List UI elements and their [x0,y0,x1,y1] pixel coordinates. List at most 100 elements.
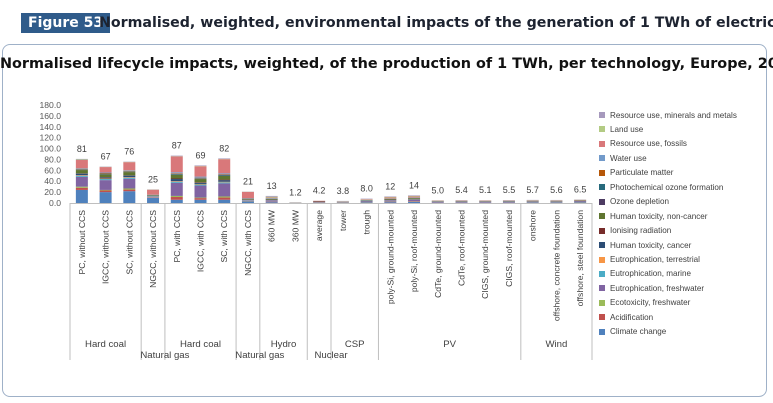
group-label: Natural gas [140,350,189,361]
bar-segment [218,197,231,200]
bars [70,155,592,204]
legend-label: Eutrophication, freshwater [610,283,705,293]
bar-segment [170,172,183,174]
bar-segment [75,186,88,188]
bar-segment [218,196,231,198]
bar-segment [170,197,183,200]
legend-label: Human toxicity, cancer [610,240,692,250]
legend-swatch [599,242,605,249]
bar-segment [384,200,397,202]
bar-segment [194,178,207,179]
y-tick-label: 140.0 [39,122,61,132]
bar-segment [384,197,397,199]
total-label: 5.0 [432,185,445,195]
total-label: 69 [195,150,205,160]
category-label: onshore [528,210,538,241]
total-label: 21 [243,177,253,187]
bar-segment [75,170,88,174]
bar-segment [123,170,136,171]
bar-segment [218,181,231,183]
legend-label: Human toxicity, non-cancer [610,211,708,221]
y-tick-label: 100.0 [39,144,61,154]
legend-item: Ionising radiation [599,225,671,237]
y-tick-label: 0.0 [49,198,61,208]
legend-swatch [599,299,605,306]
legend-swatch [599,169,605,176]
legend-swatch [599,270,605,277]
category-label: trough [362,210,372,235]
bar-segment [170,179,183,182]
legend-swatch [599,140,605,147]
total-label: 82 [219,143,229,153]
bar-segment [408,198,421,199]
category-label: offshore, concrete foundation [551,210,561,321]
category-label: NGCC, without CCS [148,210,158,288]
bar-segment [241,201,254,203]
bar-segment [99,189,112,191]
y-tick-label: 60.0 [44,165,61,175]
bar-segment [170,156,183,173]
bar-segment [218,175,231,180]
category-label: 660 MW [267,209,277,242]
total-label: 81 [77,144,87,154]
bar-segment [170,182,183,196]
category-label: CIGS, ground-mounted [480,210,490,299]
bar-segment [194,184,207,186]
bar-segment [360,201,373,203]
bar-segment [75,168,88,169]
bar-segment [574,201,587,203]
y-tick-label: 40.0 [44,176,61,186]
bar-segment [408,201,421,203]
bar-segment [241,198,254,200]
group-label: PV [443,339,456,350]
bar-segment [75,159,88,169]
bar-segment [265,197,278,199]
bar-segment [99,192,112,203]
y-tick-label: 180.0 [39,100,61,110]
bar-segment [218,199,231,203]
bar-segment [170,178,183,180]
bar-segment [75,187,88,190]
bar-segment [218,180,231,182]
legend-swatch [599,155,605,162]
bar-segment [194,198,207,200]
bar-segment [147,196,160,198]
total-label: 5.1 [479,185,492,195]
bar-segment [99,177,112,179]
bar-segment [170,174,183,179]
bar-segment [194,182,207,183]
bar-segment [194,166,207,177]
legend-swatch [599,256,605,263]
legend-item: Water use [599,152,647,164]
bar-segment [147,195,160,196]
legend-label: Particulate matter [610,168,674,178]
category-label: 360 MW [290,209,300,242]
total-label: 8.0 [360,184,373,194]
y-axis: 180.0160.0140.0120.0100.080.060.040.020.… [39,100,61,208]
bar-segment [218,159,231,174]
bar-segment [194,176,207,178]
bar-segment [218,173,231,175]
group-label: Hydro [271,339,297,350]
legend-label: Resource use, minerals and metals [610,110,737,120]
bar-segment [194,199,207,203]
group-label: Natural gas [235,350,284,361]
legend-label: Climate change [610,327,667,337]
bar-segment [75,158,88,160]
chart-title: Normalised lifecycle impacts, weighted, … [0,56,773,72]
legend-item: Ozone depletion [599,196,669,208]
bar-segment [455,201,468,203]
legend-item: Photochemical ozone formation [599,181,723,193]
figure-header: Figure 53 Normalised, weighted, environm… [0,0,773,36]
legend-label: Eutrophication, marine [610,269,691,279]
bar-segment [147,197,160,203]
bar-segment [194,177,207,179]
bar-segment [75,173,88,176]
bar-segment [218,158,231,159]
legend-swatch [599,198,605,205]
bar-segment [170,199,183,203]
bar-segment [123,188,136,190]
bar-segment [99,172,112,174]
total-label: 13 [267,181,277,191]
legend-item: Climate change [599,326,666,338]
